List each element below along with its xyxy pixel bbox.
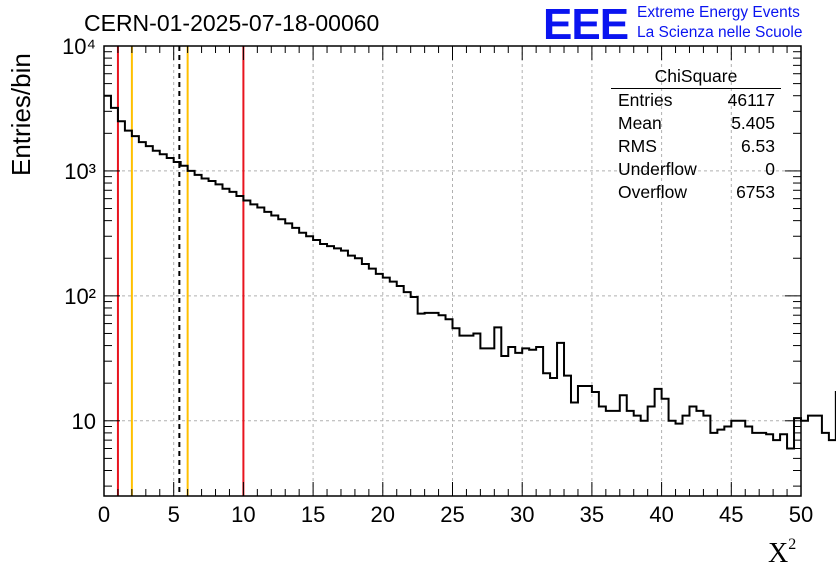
stats-label: Underflow: [618, 159, 697, 179]
stats-label: Overflow: [618, 182, 688, 202]
x-tick-label: 30: [510, 502, 534, 527]
stats-value: 5.405: [731, 113, 775, 133]
x-axis-label: X2: [768, 536, 797, 569]
x-tick-label: 45: [719, 502, 743, 527]
stats-value: 6.53: [740, 136, 775, 156]
x-tick-label: 50: [789, 502, 813, 527]
stats-row-overflow: Overflow 6753: [611, 181, 781, 204]
stats-label: RMS: [618, 136, 657, 156]
x-tick-label: 15: [301, 502, 325, 527]
x-tick-label: 20: [371, 502, 395, 527]
x-tick-label: 40: [649, 502, 673, 527]
x-tick-label: 25: [440, 502, 464, 527]
y-tick-label: 10³: [64, 159, 96, 184]
stats-box: ChiSquare Entries 46117 Mean 5.405 RMS 6…: [611, 66, 781, 204]
x-tick-label: 5: [168, 502, 180, 527]
stats-row-underflow: Underflow 0: [611, 158, 781, 181]
x-tick-label: 0: [98, 502, 110, 527]
logo-line-1: Extreme Energy Events: [637, 4, 800, 21]
stats-row-entries: Entries 46117: [611, 89, 781, 112]
stats-value: 46117: [727, 90, 775, 110]
x-tick-label: 10: [231, 502, 255, 527]
stats-title: ChiSquare: [611, 66, 781, 89]
stats-label: Entries: [618, 90, 673, 110]
chart-title: CERN-01-2025-07-18-00060: [84, 10, 380, 36]
stats-label: Mean: [618, 113, 662, 133]
logo-line-2: La Scienza nelle Scuole: [637, 24, 803, 41]
y-axis-label: Entries/bin: [6, 53, 36, 176]
eee-logo: EEE: [543, 0, 629, 49]
y-tick-label: 10⁴: [62, 34, 96, 59]
histogram-series: [104, 94, 836, 450]
stats-value: 6753: [736, 182, 775, 202]
y-tick-label: 10: [72, 409, 96, 434]
stats-value: 0: [765, 159, 775, 179]
stats-row-mean: Mean 5.405: [611, 112, 781, 135]
x-tick-label: 35: [580, 502, 604, 527]
y-tick-label: 10²: [64, 284, 96, 309]
stats-row-rms: RMS 6.53: [611, 135, 781, 158]
